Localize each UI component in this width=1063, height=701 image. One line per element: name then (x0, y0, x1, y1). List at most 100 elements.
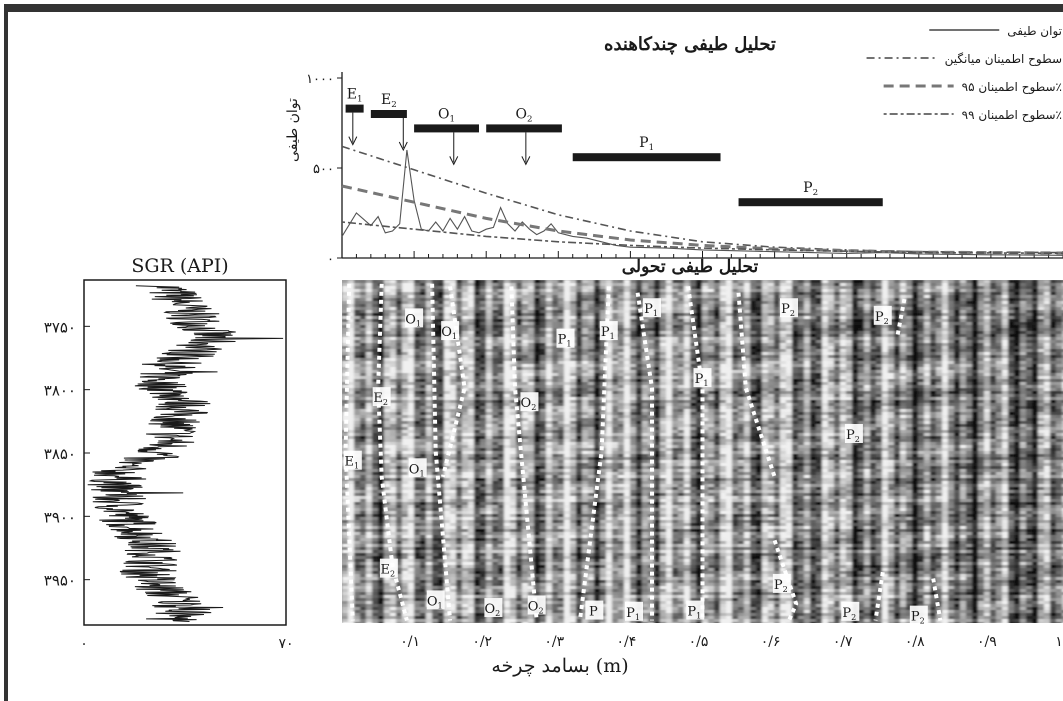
heatmap-cell (492, 310, 499, 314)
heatmap-cell (408, 436, 415, 440)
heatmap-cell (354, 610, 361, 614)
heatmap-cell (498, 367, 505, 371)
heatmap-cell (486, 442, 493, 446)
heatmap-cell (534, 349, 541, 353)
heatmap-cell (384, 472, 391, 476)
heatmap-cell (456, 301, 463, 305)
heatmap-cell (552, 445, 559, 449)
heatmap-cell (522, 424, 529, 428)
heatmap-cell (420, 322, 427, 326)
heatmap-cell (420, 403, 427, 407)
heatmap-cell (444, 409, 451, 413)
heatmap-cell (432, 478, 439, 482)
heatmap-cell (504, 310, 511, 314)
heatmap-cell (444, 490, 451, 494)
heatmap-cell (546, 337, 553, 341)
heatmap-cell (588, 337, 595, 341)
heatmap-cell (588, 373, 595, 377)
heatmap-cell (390, 424, 397, 428)
heatmap-cell (366, 616, 373, 620)
heatmap-cell (474, 406, 481, 410)
heatmap-cell (444, 448, 451, 452)
heatmap-cell (540, 403, 547, 407)
heatmap-cell (492, 472, 499, 476)
heatmap-cell (486, 592, 493, 596)
heatmap-cell (588, 595, 595, 599)
heatmap-cell (420, 385, 427, 389)
heatmap-cell (570, 454, 577, 458)
heatmap-cell (462, 442, 469, 446)
heatmap-cell (546, 457, 553, 461)
heatmap-cell (498, 412, 505, 416)
heatmap-cell (522, 286, 529, 290)
heatmap-cell (558, 361, 565, 365)
heatmap-cell (420, 415, 427, 419)
heatmap-cell (546, 460, 553, 464)
heatmap-cell (366, 511, 373, 515)
heatmap-cell (510, 469, 517, 473)
heatmap-cell (510, 568, 517, 572)
heatmap-cell (468, 610, 475, 614)
heatmap-cell (522, 613, 529, 617)
heatmap-cell (426, 481, 433, 485)
heatmap-cell (498, 565, 505, 569)
heatmap-cell (480, 607, 487, 611)
heatmap-cell (540, 391, 547, 395)
heatmap-cell (462, 406, 469, 410)
heatmap-cell (510, 322, 517, 326)
heatmap-cell (498, 442, 505, 446)
heatmap-cell (534, 295, 541, 299)
heatmap-cell (486, 520, 493, 524)
heatmap-cell (510, 448, 517, 452)
heatmap-cell (378, 370, 385, 374)
heatmap-cell (480, 361, 487, 365)
heatmap-cell (438, 403, 445, 407)
heatmap-cell (474, 499, 481, 503)
heatmap-cell (540, 283, 547, 287)
heatmap-cell (522, 316, 529, 320)
heatmap-cell (390, 550, 397, 554)
heatmap-cell (474, 463, 481, 467)
heatmap-cell (492, 466, 499, 470)
heatmap-cell (546, 382, 553, 386)
heatmap-cell (450, 289, 457, 293)
heatmap-cell (450, 415, 457, 419)
heatmap-cell (516, 331, 523, 335)
heatmap-cell (474, 460, 481, 464)
heatmap-cell (456, 364, 463, 368)
heatmap-cell (342, 496, 349, 500)
heatmap-cell (552, 586, 559, 590)
heatmap-cell (378, 355, 385, 359)
top-frame-border (4, 4, 1063, 12)
heatmap-cell (360, 574, 367, 578)
heatmap-cell (576, 499, 583, 503)
heatmap-cell (492, 379, 499, 383)
heatmap-cell (558, 493, 565, 497)
heatmap-cell (372, 433, 379, 437)
heatmap-cell (462, 505, 469, 509)
heatmap-cell (456, 397, 463, 401)
heatmap-cell (576, 385, 583, 389)
heatmap-cell (522, 283, 529, 287)
heatmap-cell (432, 457, 439, 461)
heatmap-cell (456, 370, 463, 374)
heatmap-cell (426, 580, 433, 584)
heatmap-cell (510, 445, 517, 449)
heatmap-cell (372, 364, 379, 368)
heatmap-cell (444, 358, 451, 362)
heatmap-cell (402, 448, 409, 452)
heatmap-cell (360, 505, 367, 509)
heatmap-cell (342, 346, 349, 350)
heatmap-cell (462, 322, 469, 326)
heatmap-cell (390, 376, 397, 380)
heatmap-cell (510, 355, 517, 359)
heatmap-cell (516, 469, 523, 473)
heatmap-cell (552, 559, 559, 563)
heatmap-cell (342, 538, 349, 542)
heatmap-cell (594, 361, 601, 365)
heatmap-cell (390, 373, 397, 377)
heatmap-cell (510, 622, 517, 623)
heatmap-cell (402, 547, 409, 551)
heatmap-cell (348, 523, 355, 527)
heatmap-cell (534, 361, 541, 365)
